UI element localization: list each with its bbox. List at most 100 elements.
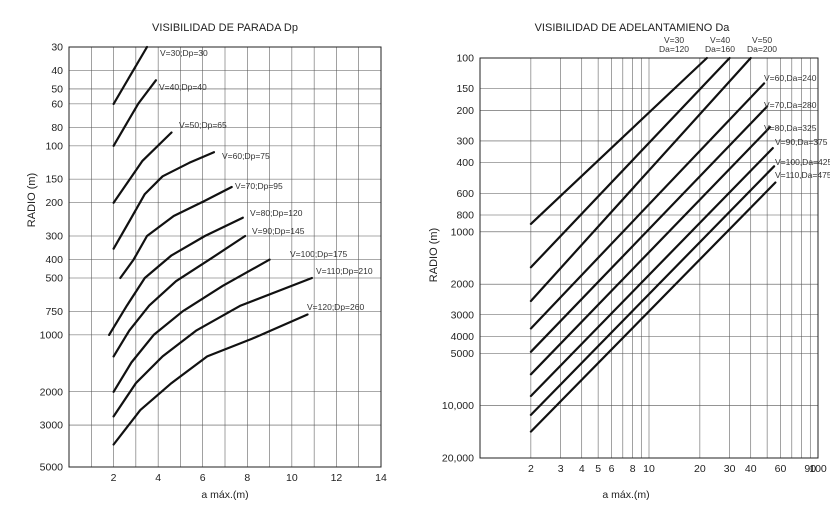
y-tick-label: 2000 <box>451 279 475 291</box>
curve-label: V=50 <box>752 35 772 45</box>
y-tick-label: 300 <box>45 231 63 243</box>
series-line <box>119 185 233 280</box>
x-tick-label: 4 <box>579 463 585 475</box>
curve-label: V=70,Da=280 <box>764 100 817 110</box>
x-tick-label: 4 <box>155 472 161 484</box>
series-line <box>112 276 313 418</box>
left-y-ticks: 30 40 50 60 80 100 150 200 300 400 500 750 1000 2000 3… <box>40 42 64 474</box>
y-tick-label: 5000 <box>40 462 64 474</box>
x-tick-label: 20 <box>694 463 706 475</box>
x-tick-label: 10 <box>286 472 298 484</box>
right-x-axis-label: a máx.(m) <box>602 489 649 501</box>
y-tick-label: 400 <box>456 157 474 169</box>
x-tick-label: 2 <box>528 463 534 475</box>
right-y-ticks: 100 150 200 300 400 600 800 1000 2000 3000 4000 500… <box>442 53 474 465</box>
curve-label: V=80;Dp=120 <box>250 208 303 218</box>
x-tick-label: 3 <box>558 463 564 475</box>
curve-label: V=40 <box>710 35 730 45</box>
x-tick-label: 5 <box>595 463 601 475</box>
left-chart: VISIBILIDAD DE PARADA Dp 30 40 50 60 80 100 15… <box>26 22 387 501</box>
series-line <box>529 56 708 225</box>
series-line <box>529 56 752 303</box>
x-tick-label: 12 <box>331 472 343 484</box>
series-line <box>112 313 309 446</box>
y-tick-label: 1000 <box>40 329 64 341</box>
left-grid <box>69 46 381 468</box>
right-chart: VISIBILIDAD DE ADELANTAMIENO Da 100 150 20… <box>428 22 830 501</box>
curve-label: V=30;Dp=30 <box>160 48 208 58</box>
curve-label: V=40;Dp=40 <box>159 82 207 92</box>
x-tick-label: 2 <box>111 472 117 484</box>
curve-label: Da=120 <box>659 44 689 54</box>
left-chart-title: VISIBILIDAD DE PARADA Dp <box>152 22 298 34</box>
y-tick-label: 3000 <box>451 309 475 321</box>
x-tick-label: 8 <box>244 472 250 484</box>
y-tick-label: 60 <box>51 98 63 110</box>
y-tick-label: 600 <box>456 188 474 200</box>
series-line <box>112 45 149 105</box>
y-tick-label: 500 <box>45 272 63 284</box>
y-tick-label: 1000 <box>451 226 475 238</box>
curve-label: V=90,Da=375 <box>775 137 828 147</box>
curve-label: V=60,Da=240 <box>764 73 817 83</box>
y-tick-label: 300 <box>456 135 474 147</box>
x-tick-label: 6 <box>200 472 206 484</box>
curve-label: V=70;Dp=95 <box>235 181 283 191</box>
right-plot-frame <box>479 57 819 459</box>
left-x-axis-label: a máx.(m) <box>201 489 248 501</box>
curve-label: V=60;Dp=75 <box>222 151 270 161</box>
series-line <box>529 147 774 398</box>
series-line <box>112 131 173 204</box>
curve-label: V=120;Dp=260 <box>307 302 364 312</box>
series-line <box>529 181 777 433</box>
y-tick-label: 200 <box>45 197 63 209</box>
curve-label: V=110,Da=475 <box>775 170 830 180</box>
x-tick-label: 90 <box>804 463 816 475</box>
x-tick-label: 40 <box>745 463 757 475</box>
series-line <box>529 82 766 330</box>
x-tick-label: 10 <box>643 463 655 475</box>
left-curve-labels: V=30;Dp=30 V=40;Dp=40 V=50;Dp=65 V=60;Dp… <box>159 48 373 312</box>
left-y-axis-label: RADIO (m) <box>26 173 38 227</box>
curve-label: V=90;Dp=145 <box>252 226 305 236</box>
y-tick-label: 4000 <box>451 331 475 343</box>
y-tick-label: 30 <box>51 42 63 54</box>
series-line <box>112 151 215 250</box>
series-line <box>529 105 769 353</box>
curve-label: V=110;Dp=210 <box>316 266 373 276</box>
y-tick-label: 750 <box>45 306 63 318</box>
x-tick-label: 14 <box>375 472 387 484</box>
y-tick-label: 40 <box>51 65 63 77</box>
x-tick-label: 8 <box>630 463 636 475</box>
left-curves <box>108 45 313 446</box>
series-line <box>529 165 776 416</box>
curve-label: V=100;Dp=175 <box>290 249 347 259</box>
y-tick-label: 150 <box>45 174 63 186</box>
y-tick-label: 2000 <box>40 386 64 398</box>
y-tick-label: 150 <box>456 83 474 95</box>
y-tick-label: 200 <box>456 105 474 117</box>
curve-label: V=30 <box>664 35 684 45</box>
right-chart-title: VISIBILIDAD DE ADELANTAMIENO Da <box>535 22 731 34</box>
series-line <box>529 126 772 376</box>
x-tick-label: 30 <box>724 463 736 475</box>
left-plot-frame <box>68 46 382 468</box>
y-tick-label: 800 <box>456 209 474 221</box>
curve-label: V=100,Da=425 <box>775 157 830 167</box>
series-line <box>112 234 247 358</box>
y-tick-label: 80 <box>51 122 63 134</box>
curve-label: V=50;Dp=65 <box>179 120 227 130</box>
left-x-ticks: 2 4 6 8 10 12 14 <box>111 472 387 484</box>
y-tick-label: 100 <box>456 53 474 65</box>
x-tick-label: 100 <box>809 463 827 475</box>
right-curve-labels: V=30 Da=120 V=40 Da=160 V=50 Da=200 V=60… <box>659 35 830 180</box>
x-tick-label: 6 <box>609 463 615 475</box>
right-y-axis-label: RADIO (m) <box>428 228 440 282</box>
y-tick-label: 3000 <box>40 420 64 432</box>
curve-label: Da=200 <box>747 44 777 54</box>
curve-label: Da=160 <box>705 44 735 54</box>
y-tick-label: 100 <box>45 140 63 152</box>
